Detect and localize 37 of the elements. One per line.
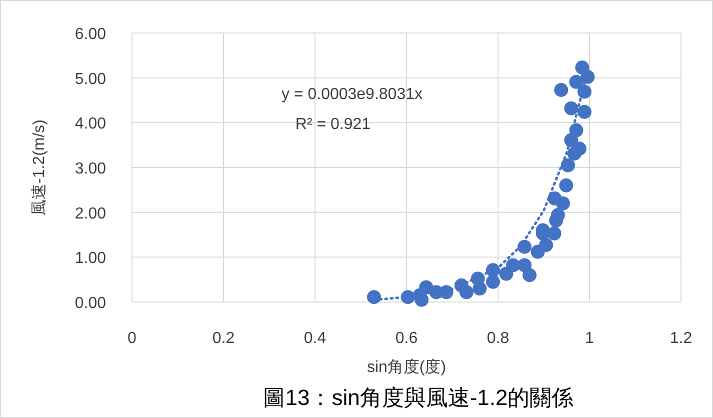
point [522,268,537,282]
x-tick-label: 0.2 [212,330,235,347]
point [560,158,575,172]
point [556,196,570,210]
point [575,60,590,75]
point [547,226,562,240]
x-tick-label: 0.8 [486,330,510,347]
x-tick-label: 0 [128,330,137,347]
y-tick-label: 4.00 [74,116,106,133]
point [569,74,584,89]
point [414,292,429,307]
point [486,274,500,289]
annotation: y = 0.0003e9.8031x [281,86,423,103]
x-tick-label: 0.6 [395,330,418,347]
x-tick-label: 1 [585,330,594,347]
y-tick-label: 3.00 [74,160,106,178]
text: 圖13：sin角度與風速-1.2的關係 [263,385,574,410]
y-tick-label: 0.00 [74,295,106,312]
point [577,104,592,119]
point [564,101,578,116]
point [472,282,487,296]
y-tick-label: 5.00 [74,70,106,88]
x-axis-title: sin角度(度) [366,358,446,376]
y-tick-label: 2.00 [74,205,106,222]
point [459,285,474,300]
x-tick-label: 1.2 [670,330,692,347]
y-tick-label: 6.00 [74,26,106,43]
point [506,258,520,272]
point [572,142,586,156]
point [559,178,574,192]
point [539,238,554,252]
annotation: R² = 0.921 [295,116,371,133]
point [554,82,568,97]
x-tick-label: 0.4 [304,330,326,347]
y-tick-label: 1.00 [74,250,106,268]
y-axis-title: 風速-1.2(m/s) [30,120,48,216]
point [367,290,382,304]
